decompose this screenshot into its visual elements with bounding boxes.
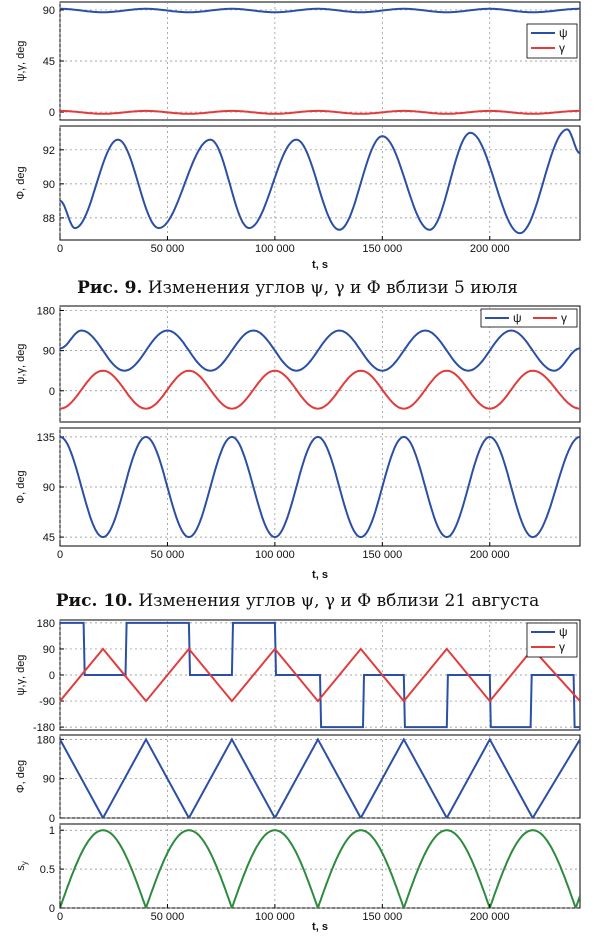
y-tick-label: 90 xyxy=(43,346,55,358)
legend: ψγ xyxy=(526,622,578,658)
y-tick-label: 0 xyxy=(49,813,55,825)
y-tick-label: 180 xyxy=(37,734,55,746)
x-tick-label: 100 000 xyxy=(255,911,295,923)
x-axis-label: t, s xyxy=(312,259,328,271)
x-tick-label: 150 000 xyxy=(362,911,402,923)
x-tick-label: 150 000 xyxy=(362,243,402,255)
x-tick-label: 150 000 xyxy=(362,549,402,561)
y-tick-label: 90 xyxy=(43,774,55,786)
legend-box xyxy=(526,622,578,658)
legend-entry-label: γ xyxy=(561,311,567,325)
caption-fig10-text: Изменения углов ψ, γ и Φ вблизи 21 авгус… xyxy=(138,591,540,611)
x-tick-label: 50 000 xyxy=(151,243,185,255)
series-line--gamma xyxy=(60,109,580,115)
y-axis-label: sy xyxy=(15,861,29,871)
plot-frame xyxy=(59,125,581,241)
y-tick-label: 180 xyxy=(37,305,55,317)
y-tick-label: 88 xyxy=(43,213,55,225)
panel: -180 -90 0 90 180 ψ,γ, deg ψγ xyxy=(15,618,581,734)
x-tick-label: 200 000 xyxy=(470,911,510,923)
x-tick-label: 0 xyxy=(57,243,63,255)
series-line-sy-s xyxy=(60,829,580,908)
y-axis-label: ψ,γ, deg xyxy=(15,41,27,82)
series-line--psi xyxy=(60,435,580,539)
y-tick-label: 0 xyxy=(49,670,55,682)
x-tick-label: 100 000 xyxy=(255,549,295,561)
y-tick-label: 0 xyxy=(49,107,55,119)
y-axis-label: ψ,γ, deg xyxy=(15,655,27,696)
panel: 0 90 180 Φ, deg xyxy=(15,734,581,825)
legend-box xyxy=(526,23,578,59)
y-axis-label: ψ,γ, deg xyxy=(15,344,27,385)
y-tick-label: 180 xyxy=(37,618,55,630)
y-tick-label: 135 xyxy=(37,432,55,444)
series-line--psi xyxy=(60,329,580,372)
legend-entry-label: ψ xyxy=(513,311,522,325)
panel: 0 45 90 ψ,γ, deg ψγ xyxy=(15,1,581,121)
caption-fig9-label: Рис. 9. xyxy=(77,278,143,298)
y-tick-label: 90 xyxy=(43,644,55,656)
x-tick-label: 200 000 xyxy=(470,243,510,255)
y-tick-label: -180 xyxy=(33,722,55,734)
series-line--psi xyxy=(60,621,580,729)
caption-fig10: Рис. 10. Изменения углов ψ, γ и Φ вблизи… xyxy=(0,591,595,611)
y-tick-label: 0 xyxy=(49,903,55,915)
y-tick-label: 92 xyxy=(43,145,55,157)
x-tick-label: 100 000 xyxy=(255,243,295,255)
x-tick-label: 0 xyxy=(57,549,63,561)
legend-entry-label: ψ xyxy=(559,26,568,40)
y-tick-label: 1 xyxy=(49,825,55,837)
x-tick-label: 200 000 xyxy=(470,549,510,561)
plot-frame xyxy=(59,734,581,819)
y-tick-label: 0 xyxy=(49,386,55,398)
legend-entry-label: γ xyxy=(559,41,565,55)
legend-entry-label: γ xyxy=(559,640,565,654)
legend-box xyxy=(480,308,578,328)
y-axis-label: Φ, deg xyxy=(15,470,27,503)
y-tick-label: 90 xyxy=(43,482,55,494)
x-tick-label: 50 000 xyxy=(151,911,185,923)
x-tick-label: 50 000 xyxy=(151,549,185,561)
y-tick-label: 90 xyxy=(43,179,55,191)
y-tick-label: -90 xyxy=(39,696,55,708)
y-axis-label: Φ, deg xyxy=(15,760,27,793)
x-axis-label: t, s xyxy=(312,921,328,933)
series-line--psi xyxy=(60,737,580,818)
y-tick-label: 45 xyxy=(43,56,55,68)
caption-fig9-text: Изменения углов ψ, γ и Φ вблизи 5 июля xyxy=(147,278,518,298)
x-axis-label: t, s xyxy=(312,569,328,581)
y-axis-label-subscript: y xyxy=(20,861,29,865)
figure-1: 0 45 90 ψ,γ, deg ψγ 88 90 92 Φ, deg 0 50 000 100 00… xyxy=(15,1,581,271)
y-tick-label: 90 xyxy=(43,5,55,17)
panel: 88 90 92 Φ, deg 0 50 000 100 000 150 000 200 000… xyxy=(15,125,581,271)
y-axis-label: Φ, deg xyxy=(15,166,27,199)
caption-fig9: Рис. 9. Изменения углов ψ, γ и Φ вблизи … xyxy=(0,278,595,298)
y-tick-label: 0.5 xyxy=(40,864,55,876)
panel: 0 0.5 1 sy 0 50 000 100 000 150 000 200 000 t, s xyxy=(15,823,581,933)
series-line--gamma xyxy=(60,369,580,410)
figure-3: -180 -90 0 90 180 ψ,γ, deg ψγ 0 90 180 Φ, deg 0 0.5 1… xyxy=(15,618,581,933)
series-line--psi xyxy=(60,128,580,235)
y-tick-label: 45 xyxy=(43,532,55,544)
series-line--gamma xyxy=(60,647,580,703)
x-tick-label: 0 xyxy=(57,911,63,923)
panel: 45 90 135 Φ, deg 0 50 000 100 000 150 000 200 00… xyxy=(15,427,581,581)
plot-frame xyxy=(59,823,581,909)
legend-entry-label: ψ xyxy=(559,625,568,639)
legend: ψγ xyxy=(526,23,578,59)
caption-fig10-label: Рис. 10. xyxy=(55,591,133,611)
series-line--psi xyxy=(60,7,580,14)
